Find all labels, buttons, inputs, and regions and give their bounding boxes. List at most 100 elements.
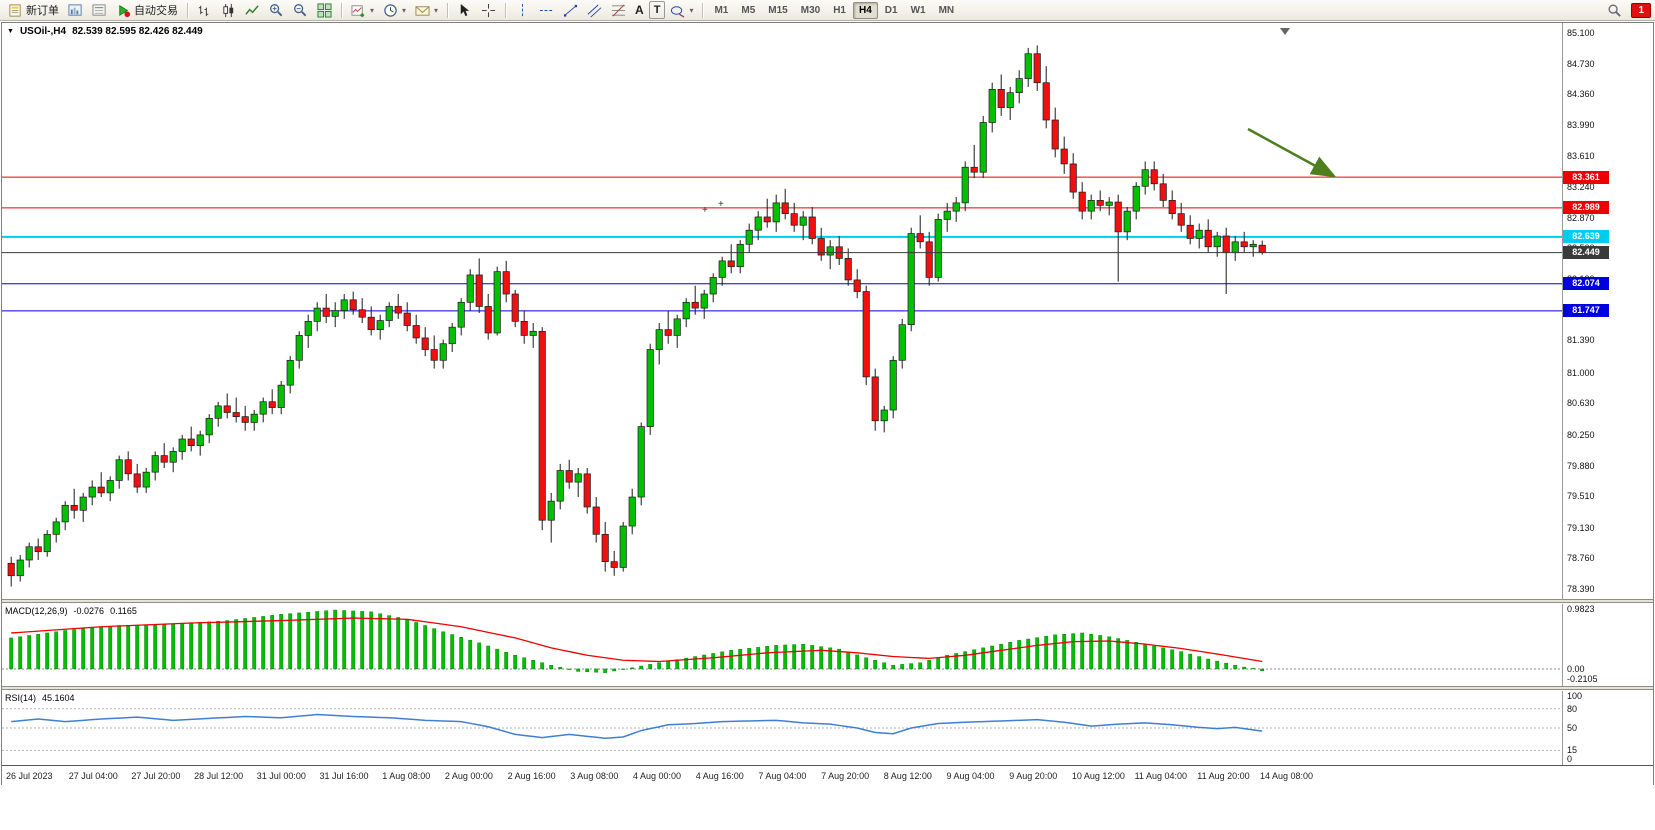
alerts-button[interactable]: ▾ <box>411 1 442 19</box>
new-chart-icon <box>351 4 365 17</box>
macd-label: MACD(12,26,9) -0.0276 0.1165 <box>5 606 137 616</box>
rsi-axis-value: 80 <box>1567 703 1578 714</box>
main-chart-panel: ▼ USOil-,H4 82.539 82.595 82.426 82.449 … <box>2 23 1562 599</box>
tile-windows-button[interactable] <box>313 1 336 19</box>
horizontal-line-icon <box>539 9 554 11</box>
zoom-out-icon <box>294 3 307 16</box>
price-axis-value: 78.390 <box>1567 584 1595 594</box>
rsi-axis-value: 50 <box>1567 723 1578 733</box>
date-axis-value: 7 Aug 20:00 <box>821 771 870 781</box>
candlestick-plot[interactable]: ++ <box>2 23 1562 599</box>
envelope-icon <box>415 5 430 16</box>
date-axis-value: 3 Aug 08:00 <box>570 771 619 781</box>
trendline-tool-button[interactable] <box>559 1 582 19</box>
date-axis-value: 11 Aug 04:00 <box>1134 771 1187 781</box>
timeframe-mn-button[interactable]: MN <box>938 4 955 16</box>
timeframe-m15-button[interactable]: M15 <box>768 4 788 16</box>
date-axis-value: 28 Jul 12:00 <box>194 771 244 781</box>
horizontal-line-tool-button[interactable] <box>535 1 558 19</box>
label-tool-button[interactable]: T <box>648 1 666 19</box>
shapes-icon <box>671 5 685 18</box>
date-axis-value: 26 Jul 2023 <box>6 771 53 781</box>
timeframe-m5-button[interactable]: M5 <box>741 4 756 16</box>
price-axis-value: 79.510 <box>1567 491 1595 502</box>
macd-plot[interactable] <box>2 604 1562 686</box>
rsi-line <box>11 713 1263 739</box>
price-axis-value: 82.870 <box>1567 212 1595 223</box>
bar-chart-icon <box>198 5 209 16</box>
macd-axis[interactable]: 0.9823 0.00 -0.2105 <box>1562 604 1653 686</box>
panel-splitter[interactable] <box>2 686 1653 690</box>
channel-icon <box>587 4 602 17</box>
fibonacci-tool-button[interactable] <box>607 1 630 19</box>
rsi-plot[interactable] <box>2 691 1562 765</box>
auto-trading-button[interactable]: 自动交易 <box>112 1 182 19</box>
rsi-name: RSI(14) <box>5 693 37 703</box>
search-button[interactable] <box>1603 1 1626 19</box>
list-window-icon <box>92 3 106 16</box>
bar-chart-mode-button[interactable] <box>193 1 216 19</box>
timeframe-h4-button[interactable]: H4 <box>852 1 878 19</box>
symbol-dropdown-icon[interactable]: ▼ <box>7 28 14 35</box>
crosshair-tool-button[interactable] <box>477 1 500 19</box>
date-axis-value: 7 Aug 04:00 <box>758 771 807 781</box>
timeframe-d1-button[interactable]: D1 <box>884 4 898 16</box>
price-axis-value: 79.130 <box>1567 522 1595 533</box>
separator <box>447 2 449 18</box>
timeframe-h1-button[interactable]: H1 <box>833 4 846 16</box>
panel-splitter[interactable] <box>2 599 1653 603</box>
price-tag-82.989: 82.989 <box>1563 201 1609 215</box>
current-price-tag: 82.449 <box>1563 246 1609 260</box>
auto-trading-icon <box>119 4 131 17</box>
crosshair-icon <box>481 3 496 17</box>
date-axis-value: 2 Aug 16:00 <box>507 771 556 781</box>
date-axis-value: 31 Jul 00:00 <box>256 771 306 781</box>
cursor-tool-button[interactable] <box>453 1 476 19</box>
date-axis-value: 9 Aug 20:00 <box>1009 771 1058 781</box>
text-tool-icon: A <box>635 3 644 17</box>
separator <box>702 2 704 18</box>
separator <box>187 2 188 18</box>
new-chart-button[interactable]: ▾ <box>347 1 378 19</box>
shapes-tool-button[interactable]: ▾ <box>666 1 697 19</box>
auto-trading-label: 自动交易 <box>134 5 178 17</box>
timeframe-m30-button[interactable]: M30 <box>800 4 821 16</box>
trend-arrow-annotation[interactable] <box>1247 127 1337 178</box>
chevron-down-icon: ▾ <box>370 5 375 15</box>
vertical-line-tool-button[interactable] <box>511 1 534 19</box>
object-marker[interactable]: + <box>702 205 708 216</box>
price-axis-value: 85.100 <box>1567 28 1595 38</box>
price-axis[interactable]: 85.100 84.730 84.360 83.990 83.610 83.240 82.8… <box>1562 23 1653 599</box>
zoom-out-button[interactable] <box>289 1 312 19</box>
date-axis[interactable]: 26 Jul 2023 27 Jul 04:00 27 Jul 20:00 28 Ju… <box>2 765 1653 786</box>
timeframe-m1-button[interactable]: M1 <box>714 4 729 16</box>
date-axis-value: 10 Aug 12:00 <box>1071 771 1125 781</box>
date-axis-value: 11 Aug 20:00 <box>1197 771 1250 781</box>
price-axis-value: 80.250 <box>1567 429 1595 440</box>
line-chart-mode-button[interactable] <box>241 1 264 19</box>
chart-shift-icon[interactable] <box>1280 28 1290 35</box>
price-axis-value: 83.240 <box>1567 182 1595 193</box>
new-order-button[interactable]: 新订单 <box>4 1 63 19</box>
separator <box>505 2 507 18</box>
timeframe-w1-button[interactable]: W1 <box>910 4 926 16</box>
period-clock-button[interactable]: ▾ <box>379 1 410 19</box>
date-axis-value: 27 Jul 04:00 <box>68 771 118 781</box>
candles-group[interactable] <box>7 45 1266 587</box>
charts-window-button[interactable] <box>64 1 87 19</box>
text-tool-button[interactable]: A <box>631 1 648 19</box>
chevron-down-icon: ▾ <box>689 5 694 15</box>
zoom-in-button[interactable] <box>265 1 288 19</box>
rsi-axis[interactable]: 100 80 50 15 0 <box>1562 691 1653 765</box>
object-marker[interactable]: + <box>718 199 724 210</box>
price-axis-value: 83.610 <box>1567 151 1595 162</box>
price-axis-value: 79.880 <box>1567 460 1595 471</box>
price-axis-value: 84.730 <box>1567 58 1595 69</box>
notification-badge[interactable]: 1 <box>1631 2 1651 18</box>
candlestick-mode-button[interactable] <box>217 1 240 19</box>
market-watch-button[interactable] <box>88 1 111 19</box>
horizontal-lines-group[interactable] <box>2 176 1562 312</box>
line-chart-icon <box>245 4 259 15</box>
macd-signal-line <box>11 617 1263 663</box>
channel-tool-button[interactable] <box>583 1 606 19</box>
